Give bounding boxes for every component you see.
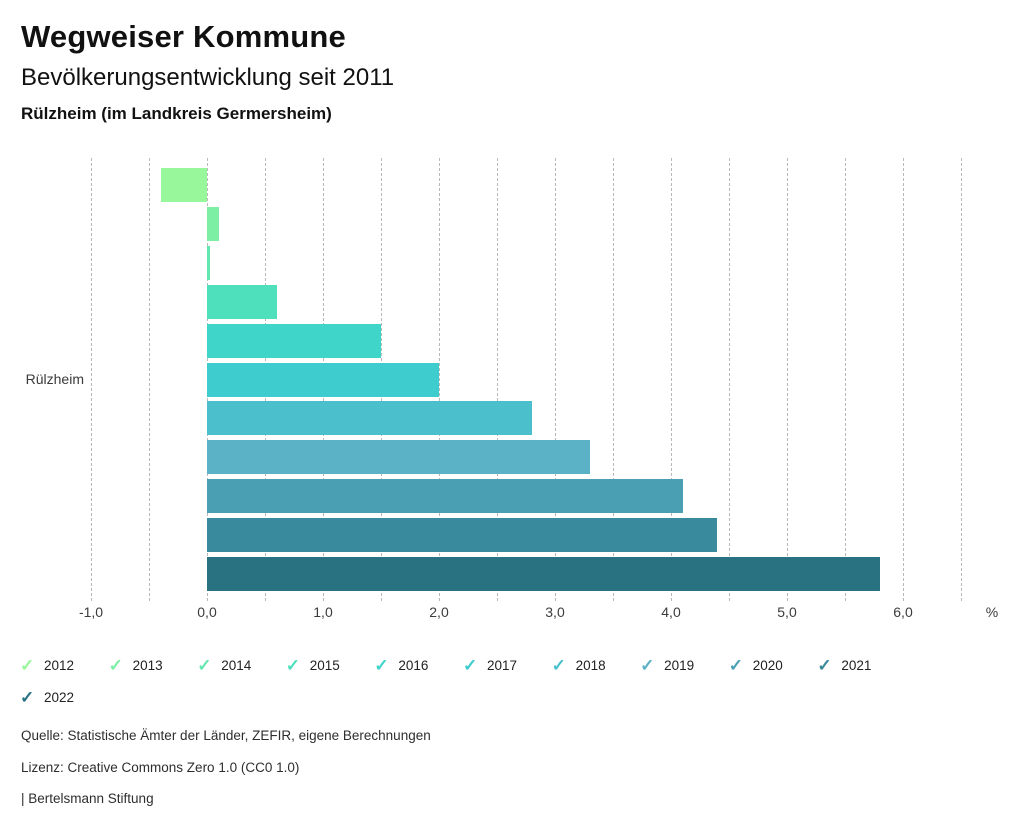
bar-2016[interactable] — [207, 323, 381, 358]
legend-year-label: 2017 — [486, 658, 518, 673]
check-icon: ✓ — [640, 656, 655, 675]
gridline — [729, 158, 730, 601]
chart-region-subtitle: Rülzheim (im Landkreis Germersheim) — [21, 104, 332, 123]
x-tick-label-2: 2,0 — [429, 604, 449, 620]
legend-year-label: 2012 — [44, 658, 75, 673]
gridline — [613, 158, 614, 601]
x-tick-label--1: -1,0 — [78, 604, 104, 620]
legend-year-label: 2022 — [44, 690, 75, 705]
x-tick-label-1: 1,0 — [313, 604, 333, 620]
legend-item-2015[interactable]: ✓ 2015 — [286, 657, 375, 674]
bar-2022[interactable] — [207, 557, 880, 591]
check-icon: ✓ — [20, 656, 35, 675]
attribution-note: | Bertelsmann Stiftung — [21, 791, 154, 806]
legend-item-2016[interactable]: ✓ 2016 — [374, 657, 463, 674]
bar-2014[interactable] — [207, 245, 210, 280]
legend-item-2020[interactable]: ✓ 2020 — [729, 657, 818, 674]
bar-2019[interactable] — [207, 440, 590, 475]
gridline — [91, 158, 92, 601]
x-tick-label-0: 0,0 — [197, 604, 217, 620]
legend-year-label: 2014 — [221, 658, 252, 673]
gridline — [497, 158, 498, 601]
check-icon: ✓ — [462, 656, 478, 675]
legend-row-1: ✓ 2012 ✓ 2013 ✓ 2014 ✓ 2015 ✓ 2016 ✓ 2017 ✓ 2018 ✓ 2019… — [20, 657, 906, 674]
category-label: Rülzheim — [25, 371, 84, 387]
bar-2018[interactable] — [207, 401, 532, 436]
legend-item-2014[interactable]: ✓ 2014 — [197, 657, 286, 674]
bar-2020[interactable] — [207, 479, 683, 514]
source-note: Quelle: Statistische Ämter der Länder, Z… — [21, 728, 431, 743]
check-icon: ✓ — [285, 656, 301, 675]
check-icon: ✓ — [108, 656, 123, 675]
gridline — [845, 158, 846, 601]
legend-row-2: ✓ 2022 — [20, 689, 109, 706]
gridline — [439, 158, 440, 601]
gridline — [555, 158, 556, 601]
legend-year-label: 2020 — [752, 658, 783, 673]
bar-2017[interactable] — [207, 362, 439, 397]
x-tick-label-4: 4,0 — [661, 604, 681, 620]
bar-2021[interactable] — [207, 518, 718, 553]
legend-item-2013[interactable]: ✓ 2013 — [109, 657, 198, 674]
legend-item-2021[interactable]: ✓ 2021 — [817, 657, 906, 674]
legend-item-2012[interactable]: ✓ 2012 — [20, 657, 109, 674]
legend-item-2017[interactable]: ✓ 2017 — [463, 657, 552, 674]
gridline — [671, 158, 672, 601]
legend-year-label: 2016 — [398, 658, 429, 673]
bar-2013[interactable] — [207, 206, 219, 241]
legend-year-label: 2018 — [575, 658, 606, 673]
gridline — [149, 158, 150, 601]
legend-year-label: 2019 — [664, 658, 695, 673]
gridline — [787, 158, 788, 601]
license-note: Lizenz: Creative Commons Zero 1.0 (CC0 1… — [21, 760, 300, 775]
gridline — [961, 158, 962, 601]
x-tick-label-5: 5,0 — [777, 604, 797, 620]
check-icon: ✓ — [817, 656, 832, 675]
x-tick-label-3: 3,0 — [545, 604, 565, 620]
x-axis-unit-label: % — [985, 604, 999, 620]
legend-year-label: 2013 — [132, 658, 163, 673]
check-icon: ✓ — [20, 688, 35, 707]
chart-title: Bevölkerungsentwicklung seit 2011 — [21, 64, 395, 91]
legend-year-label: 2015 — [309, 658, 340, 673]
legend-item-2022[interactable]: ✓ 2022 — [20, 689, 109, 706]
legend-item-2018[interactable]: ✓ 2018 — [552, 657, 641, 674]
app-title: Wegweiser Kommune — [21, 19, 346, 54]
legend-year-label: 2021 — [841, 658, 872, 673]
bar-2012[interactable] — [160, 168, 207, 202]
check-icon: ✓ — [197, 656, 212, 675]
x-tick-label-6: 6,0 — [893, 604, 913, 620]
bar-2015[interactable] — [207, 284, 277, 319]
check-icon: ✓ — [551, 656, 566, 675]
check-icon: ✓ — [374, 656, 389, 675]
check-icon: ✓ — [728, 656, 743, 675]
legend-item-2019[interactable]: ✓ 2019 — [640, 657, 729, 674]
gridline — [903, 158, 904, 601]
